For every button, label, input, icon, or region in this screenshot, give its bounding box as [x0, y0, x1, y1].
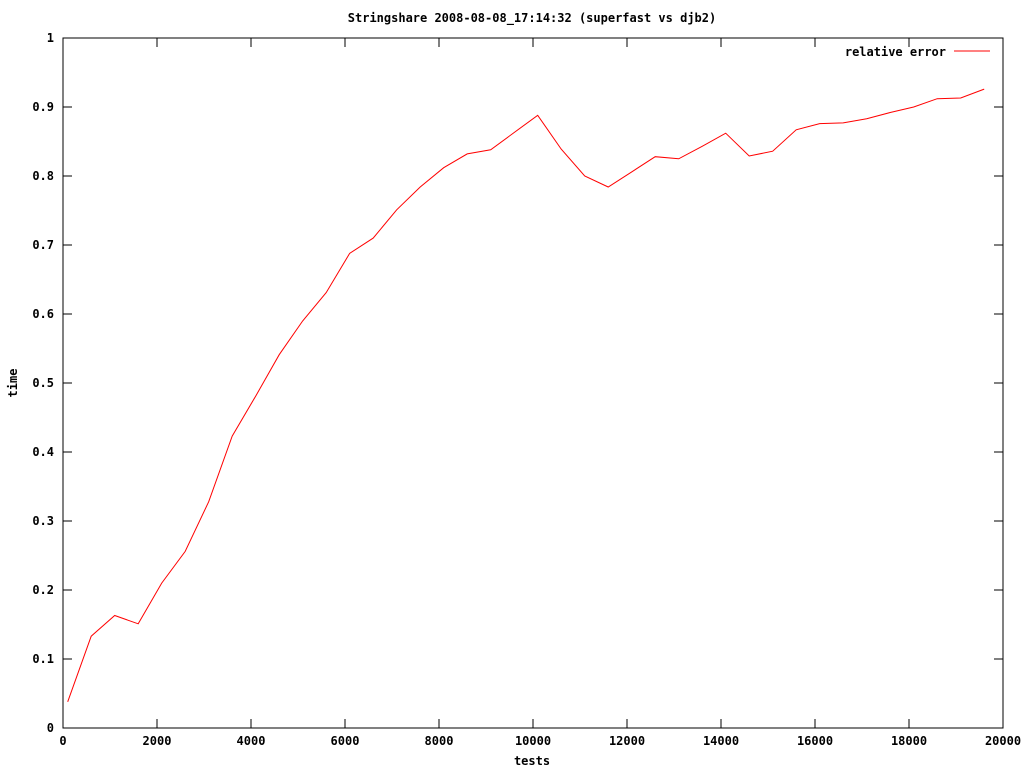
x-tick-label: 4000 [237, 734, 266, 748]
series-layer [67, 88, 985, 702]
y-tick-label: 0.4 [32, 445, 54, 459]
x-tick-label: 8000 [425, 734, 454, 748]
x-axis-label: tests [514, 754, 550, 768]
x-tick-label: 16000 [797, 734, 833, 748]
plot-area-frame [62, 37, 1004, 729]
y-tick-label: 0.6 [32, 307, 54, 321]
x-tick-label: 18000 [891, 734, 927, 748]
chart-title: Stringshare 2008-08-08_17:14:32 (superfa… [348, 11, 716, 26]
y-tick-label: 0.2 [32, 583, 54, 597]
x-tick-label: 14000 [703, 734, 739, 748]
x-tick-label: 2000 [143, 734, 172, 748]
y-axis-ticks: 0 0.1 0.2 0.3 0.4 0.5 0.6 0.7 0.8 0.9 1 [32, 31, 1003, 735]
y-tick-label: 0.5 [32, 376, 54, 390]
x-tick-label: 20000 [985, 734, 1021, 748]
y-tick-label: 0.8 [32, 169, 54, 183]
x-tick-label: 12000 [609, 734, 645, 748]
legend-label: relative error [845, 45, 946, 59]
x-tick-label: 6000 [331, 734, 360, 748]
x-tick-label: 0 [59, 734, 66, 748]
y-tick-label: 0.7 [32, 238, 54, 252]
y-tick-label: 0.1 [32, 652, 54, 666]
y-tick-label: 0.3 [32, 514, 54, 528]
y-axis-label: time [6, 369, 20, 398]
y-tick-label: 0 [47, 721, 54, 735]
y-tick-label: 1 [47, 31, 54, 45]
x-axis-ticks: 0 2000 4000 6000 8000 10000 12000 14000 16000 180… [59, 38, 1021, 748]
x-tick-label: 10000 [515, 734, 551, 748]
y-tick-label: 0.9 [32, 100, 54, 114]
legend: relative error [845, 45, 990, 59]
series-line [67, 88, 985, 702]
